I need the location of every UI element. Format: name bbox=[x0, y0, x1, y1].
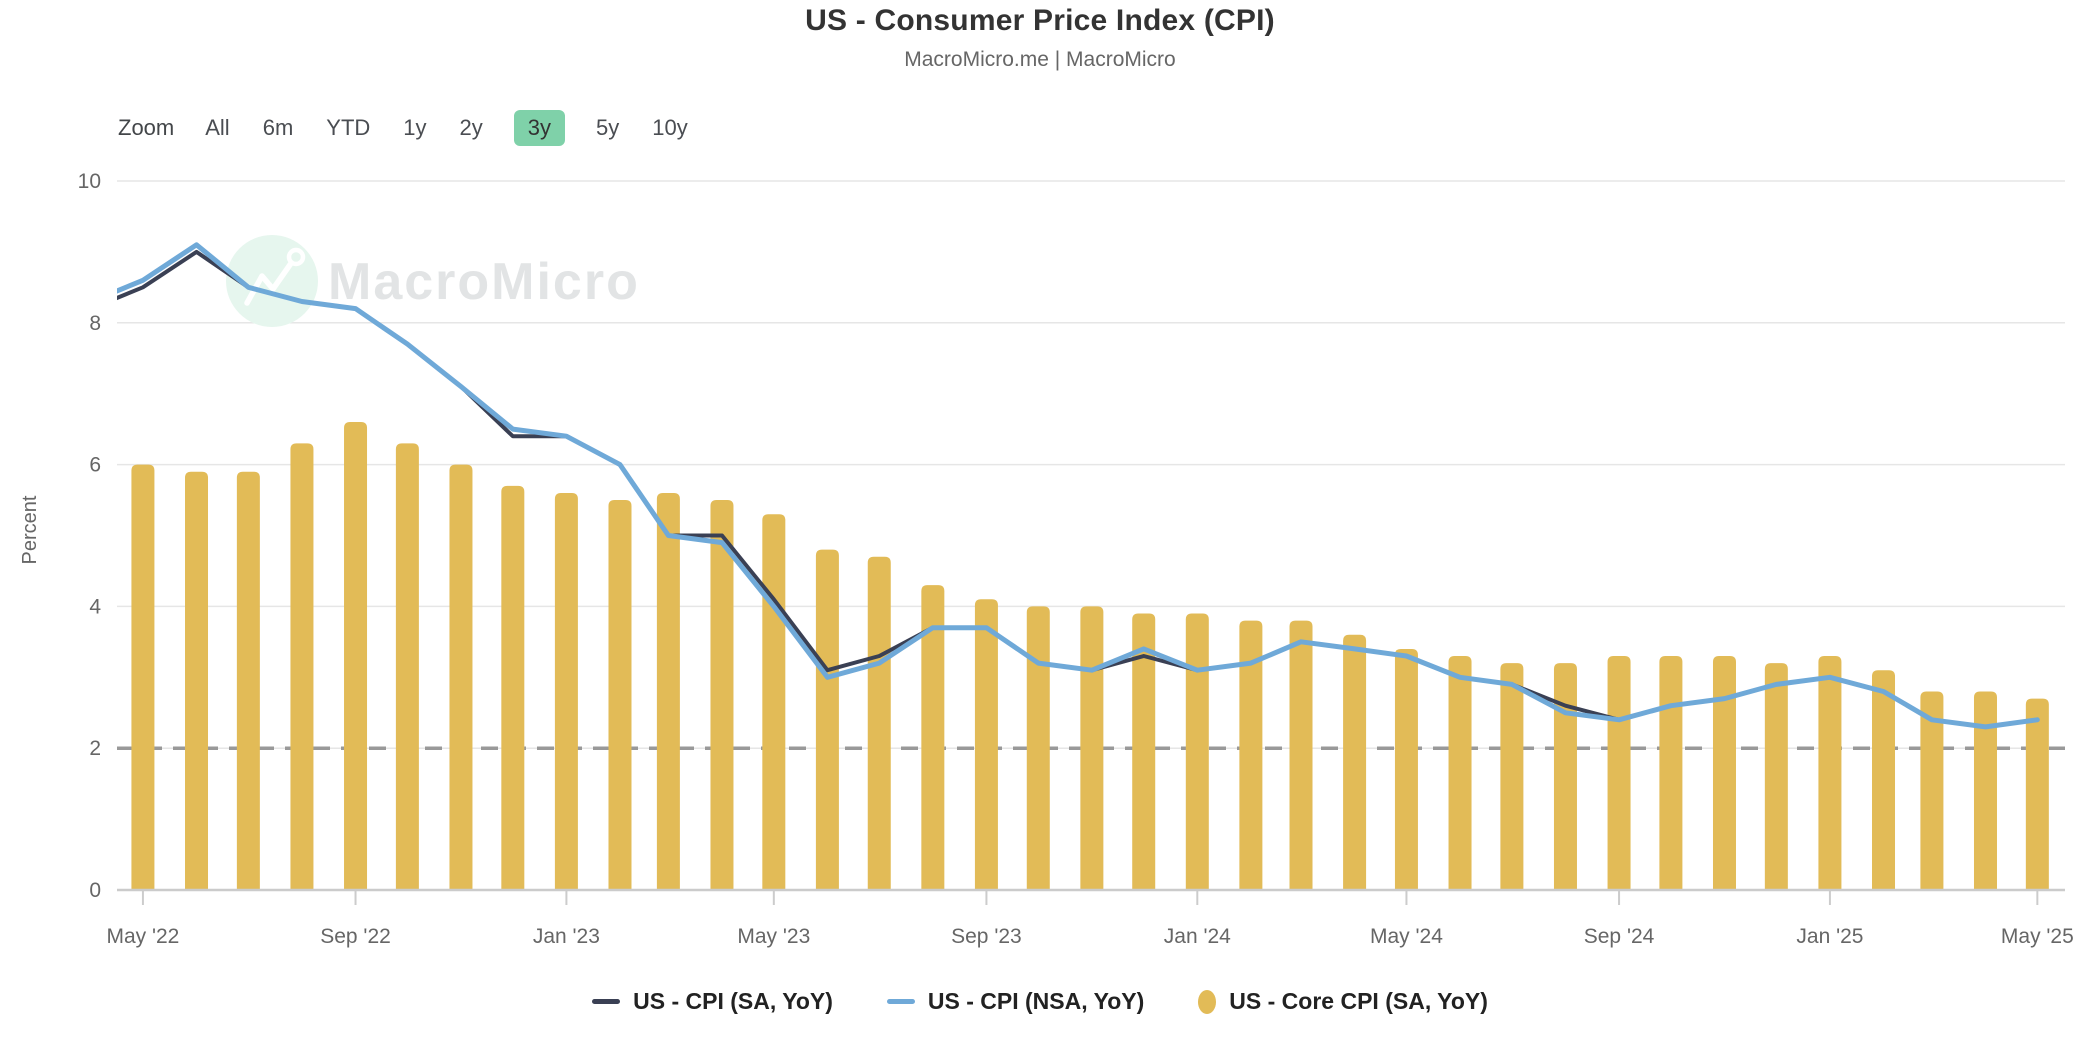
y-tick-label: 2 bbox=[89, 737, 101, 760]
y-tick-label: 8 bbox=[89, 312, 101, 335]
bar-Oct-2024[interactable] bbox=[1659, 656, 1683, 890]
range-selector: Zoom All 6m YTD 1y 2y 3y 5y 10y bbox=[118, 110, 690, 146]
range-button-3y[interactable]: 3y bbox=[513, 110, 566, 146]
bar-Mar-2024[interactable] bbox=[1289, 620, 1313, 890]
bar-Aug-2022[interactable] bbox=[290, 443, 314, 890]
y-tick-label: 4 bbox=[89, 595, 101, 618]
range-button-6m[interactable]: 6m bbox=[262, 115, 294, 140]
core-cpi-bar-series[interactable] bbox=[131, 422, 2049, 890]
bar-Jul-2022[interactable] bbox=[236, 471, 260, 890]
x-tick-label: Jan '23 bbox=[533, 925, 600, 948]
y-tick-label: 10 bbox=[78, 170, 101, 193]
y-axis-title: Percent bbox=[19, 495, 41, 564]
legend-item-core-cpi[interactable]: US - Core CPI (SA, YoY) bbox=[1198, 988, 1488, 1015]
bar-Feb-2023[interactable] bbox=[608, 500, 632, 890]
bar-May-2024[interactable] bbox=[1394, 648, 1418, 890]
cpi-nsa-line[interactable] bbox=[91, 242, 2040, 730]
legend-label: US - CPI (NSA, YoY) bbox=[927, 988, 1145, 1014]
bar-Jun-2023[interactable] bbox=[815, 549, 839, 890]
legend-label: US - Core CPI (SA, YoY) bbox=[1229, 988, 1488, 1014]
x-tick-label: Sep '23 bbox=[951, 925, 1022, 948]
grid bbox=[117, 180, 2065, 749]
bar-Dec-2023[interactable] bbox=[1132, 613, 1156, 890]
x-tick-label: Jan '24 bbox=[1164, 925, 1231, 948]
y-axis-labels: 0 2 4 6 8 10 bbox=[78, 170, 102, 902]
y-tick-label: 6 bbox=[89, 454, 101, 477]
bar-May-2023[interactable] bbox=[762, 514, 786, 890]
bar-Feb-2025[interactable] bbox=[1872, 670, 1896, 890]
bar-Nov-2023[interactable] bbox=[1080, 606, 1104, 890]
bar-Dec-2024[interactable] bbox=[1764, 663, 1788, 890]
range-button-10y[interactable]: 10y bbox=[652, 115, 688, 140]
bar-Dec-2022[interactable] bbox=[501, 485, 525, 890]
legend-line-swatch bbox=[592, 999, 621, 1004]
bar-Jan-2025[interactable] bbox=[1818, 656, 1842, 890]
bar-Jul-2023[interactable] bbox=[867, 556, 891, 890]
watermark: MacroMicro bbox=[226, 235, 640, 327]
watermark-text: MacroMicro bbox=[328, 253, 640, 311]
chart-title: US - Consumer Price Index (CPI) bbox=[805, 4, 1275, 37]
x-axis-labels: May '22 Sep '22 Jan '23 May '23 Sep '23 Jan '… bbox=[106, 891, 2074, 948]
bar-Aug-2024[interactable] bbox=[1553, 663, 1577, 890]
x-tick-label: May '22 bbox=[106, 925, 179, 948]
bar-Sep-2022[interactable] bbox=[344, 422, 368, 890]
range-button-all[interactable]: All bbox=[205, 115, 230, 140]
bar-Jun-2024[interactable] bbox=[1448, 656, 1472, 890]
bar-Oct-2022[interactable] bbox=[395, 443, 419, 890]
bar-Apr-2025[interactable] bbox=[1973, 691, 1997, 890]
bar-Jan-2024[interactable] bbox=[1185, 613, 1209, 890]
range-button-ytd[interactable]: YTD bbox=[326, 115, 371, 140]
range-button-2y[interactable]: 2y bbox=[459, 115, 483, 140]
x-tick-label: May '25 bbox=[2001, 925, 2074, 948]
legend-item-cpi-sa[interactable]: US - CPI (SA, YoY) bbox=[592, 988, 833, 1015]
y-tick-label: 0 bbox=[89, 879, 101, 902]
bar-May-2022[interactable] bbox=[131, 464, 155, 890]
range-button-1y[interactable]: 1y bbox=[403, 115, 427, 140]
chart-subtitle: MacroMicro.me | MacroMicro bbox=[904, 48, 1176, 71]
bar-Mar-2023[interactable] bbox=[656, 492, 680, 890]
bar-Nov-2024[interactable] bbox=[1712, 656, 1736, 890]
bar-Feb-2024[interactable] bbox=[1239, 620, 1263, 890]
legend: US - CPI (SA, YoY) US - CPI (NSA, YoY) US … bbox=[0, 988, 2080, 1015]
bar-Sep-2024[interactable] bbox=[1607, 656, 1631, 890]
bar-Sep-2023[interactable] bbox=[974, 599, 998, 890]
x-tick-label: Sep '24 bbox=[1584, 925, 1655, 948]
bar-Jan-2023[interactable] bbox=[554, 492, 578, 890]
x-tick-label: May '23 bbox=[737, 925, 810, 948]
bar-May-2025[interactable] bbox=[2025, 698, 2049, 890]
bar-Mar-2025[interactable] bbox=[1920, 691, 1944, 890]
bar-Nov-2022[interactable] bbox=[449, 464, 473, 890]
legend-bar-swatch bbox=[1198, 989, 1217, 1014]
legend-line-swatch bbox=[886, 999, 915, 1004]
legend-item-cpi-nsa[interactable]: US - CPI (NSA, YoY) bbox=[886, 988, 1145, 1015]
bar-Jun-2022[interactable] bbox=[185, 471, 209, 890]
x-tick-label: May '24 bbox=[1370, 925, 1443, 948]
bar-Aug-2023[interactable] bbox=[921, 585, 945, 890]
bar-Apr-2023[interactable] bbox=[710, 500, 734, 890]
x-tick-label: Jan '25 bbox=[1796, 925, 1863, 948]
x-tick-label: Sep '22 bbox=[320, 925, 391, 948]
bar-Apr-2024[interactable] bbox=[1343, 634, 1367, 890]
bar-Oct-2023[interactable] bbox=[1026, 606, 1050, 890]
bar-Jul-2024[interactable] bbox=[1500, 663, 1524, 890]
range-button-5y[interactable]: 5y bbox=[596, 115, 620, 140]
watermark-node-icon bbox=[286, 247, 306, 267]
zoom-label: Zoom bbox=[118, 115, 175, 140]
legend-label: US - CPI (SA, YoY) bbox=[633, 988, 833, 1014]
